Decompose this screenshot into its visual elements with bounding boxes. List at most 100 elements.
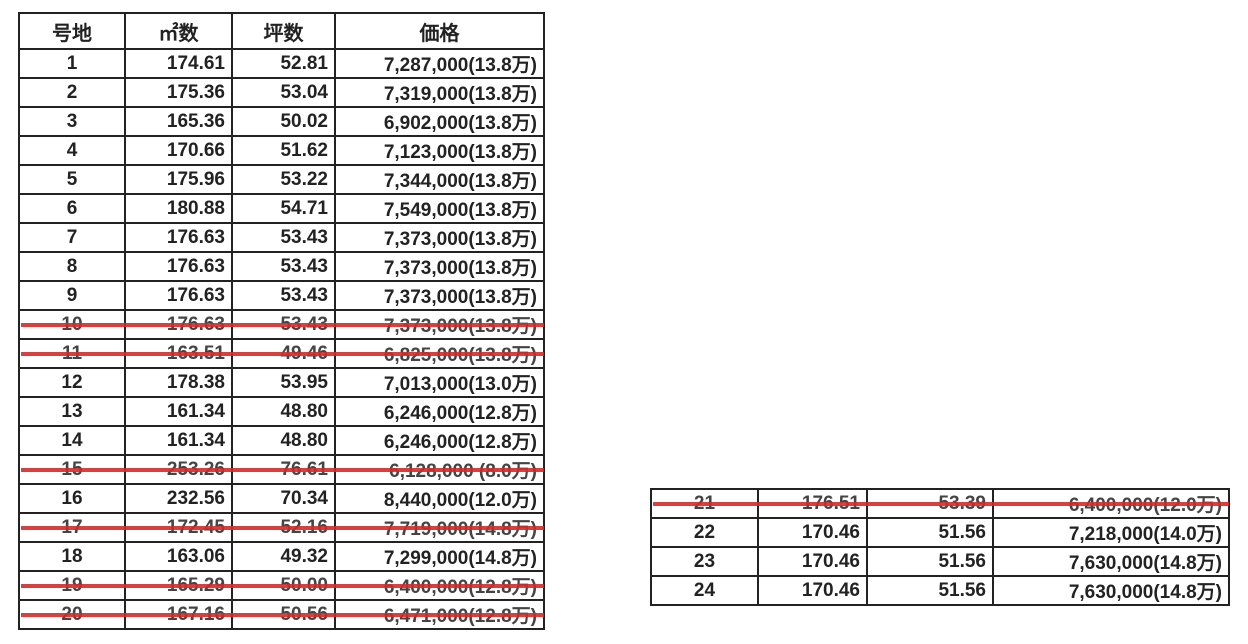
square-meters-cell: 165.36: [124, 106, 233, 137]
tsubo-cell: 53.43: [231, 222, 336, 253]
lot-number-cell: 4: [18, 135, 126, 166]
price-cell: 7,218,000(14.0万): [992, 517, 1230, 548]
tsubo-cell: 53.39: [866, 488, 994, 519]
table-row: 13 161.34 48.80 6,246,000(12.8万): [18, 396, 545, 427]
square-meters-cell: 176.63: [124, 251, 233, 282]
price-cell: 6,246,000(12.8万): [334, 396, 545, 427]
price-cell: 7,373,000(13.8万): [334, 280, 545, 311]
header-lot-number: 号地: [18, 12, 126, 50]
price-cell: 6,400,000(12.0万): [992, 488, 1230, 519]
tsubo-cell: 50.02: [231, 106, 336, 137]
lot-number-cell: 23: [650, 546, 759, 577]
square-meters-cell: 163.06: [124, 541, 233, 572]
square-meters-cell: 232.56: [124, 483, 233, 514]
tsubo-cell: 53.95: [231, 367, 336, 398]
tsubo-cell: 52.16: [231, 512, 336, 543]
price-cell: 7,344,000(13.8万): [334, 164, 545, 195]
table-row: 2 175.36 53.04 7,319,000(13.8万): [18, 77, 545, 108]
lot-number-cell: 21: [650, 488, 759, 519]
tsubo-cell: 76.61: [231, 454, 336, 485]
lot-number-cell: 13: [18, 396, 126, 427]
price-cell: 6,825,000(13.8万): [334, 338, 545, 369]
price-cell: 7,373,000(13.8万): [334, 222, 545, 253]
price-cell: 7,549,000(13.8万): [334, 193, 545, 224]
table-row: 17 172.45 52.16 7,719,000(14.8万): [18, 512, 545, 543]
lot-number-cell: 22: [650, 517, 759, 548]
tsubo-cell: 51.62: [231, 135, 336, 166]
square-meters-cell: 170.46: [757, 575, 868, 606]
price-cell: 7,299,000(14.8万): [334, 541, 545, 572]
lot-number-cell: 1: [18, 48, 126, 79]
price-cell: 7,373,000(13.8万): [334, 251, 545, 282]
table-row: 10 176.63 53.43 7,373,000(13.8万): [18, 309, 545, 340]
lot-number-cell: 18: [18, 541, 126, 572]
lot-number-cell: 8: [18, 251, 126, 282]
tsubo-cell: 49.46: [231, 338, 336, 369]
price-cell: 6,128,000 (8.0万): [334, 454, 545, 485]
square-meters-cell: 178.38: [124, 367, 233, 398]
table-row: 22 170.46 51.56 7,218,000(14.0万): [650, 517, 1230, 548]
price-cell: 7,013,000(13.0万): [334, 367, 545, 398]
lot-number-cell: 17: [18, 512, 126, 543]
tsubo-cell: 50.00: [231, 570, 336, 601]
price-cell: 8,440,000(12.0万): [334, 483, 545, 514]
lot-number-cell: 14: [18, 425, 126, 456]
tsubo-cell: 49.32: [231, 541, 336, 572]
tsubo-cell: 53.22: [231, 164, 336, 195]
table-row: 23 170.46 51.56 7,630,000(14.8万): [650, 546, 1230, 577]
table-row: 20 167.16 50.56 6,471,000(12.8万): [18, 599, 545, 630]
lot-number-cell: 6: [18, 193, 126, 224]
lot-number-cell: 9: [18, 280, 126, 311]
table-row: 1 174.61 52.81 7,287,000(13.8万): [18, 48, 545, 79]
price-cell: 6,400,000(12.8万): [334, 570, 545, 601]
lot-number-cell: 10: [18, 309, 126, 340]
square-meters-cell: 161.34: [124, 425, 233, 456]
price-cell: 7,123,000(13.8万): [334, 135, 545, 166]
lot-number-cell: 7: [18, 222, 126, 253]
table-row: 14 161.34 48.80 6,246,000(12.8万): [18, 425, 545, 456]
lot-price-table-right: 21 176.51 53.39 6,400,000(12.0万) 22 170.46 51.…: [650, 488, 1230, 606]
table-row: 21 176.51 53.39 6,400,000(12.0万): [650, 488, 1230, 519]
table-row: 18 163.06 49.32 7,299,000(14.8万): [18, 541, 545, 572]
lot-number-cell: 12: [18, 367, 126, 398]
square-meters-cell: 253.26: [124, 454, 233, 485]
table-row: 16 232.56 70.34 8,440,000(12.0万): [18, 483, 545, 514]
square-meters-cell: 172.45: [124, 512, 233, 543]
square-meters-cell: 176.63: [124, 309, 233, 340]
table-row: 4 170.66 51.62 7,123,000(13.8万): [18, 135, 545, 166]
table-row: 11 163.51 49.46 6,825,000(13.8万): [18, 338, 545, 369]
tsubo-cell: 53.43: [231, 280, 336, 311]
price-cell: 7,630,000(14.8万): [992, 546, 1230, 577]
price-cell: 6,471,000(12.8万): [334, 599, 545, 630]
lot-number-cell: 5: [18, 164, 126, 195]
tsubo-cell: 52.81: [231, 48, 336, 79]
square-meters-cell: 176.63: [124, 280, 233, 311]
lot-number-cell: 3: [18, 106, 126, 137]
square-meters-cell: 167.16: [124, 599, 233, 630]
square-meters-cell: 180.88: [124, 193, 233, 224]
square-meters-cell: 170.46: [757, 546, 868, 577]
tsubo-cell: 53.43: [231, 309, 336, 340]
lot-number-cell: 20: [18, 599, 126, 630]
table-row: 9 176.63 53.43 7,373,000(13.8万): [18, 280, 545, 311]
table-row: 5 175.96 53.22 7,344,000(13.8万): [18, 164, 545, 195]
square-meters-cell: 161.34: [124, 396, 233, 427]
tsubo-cell: 53.43: [231, 251, 336, 282]
lot-number-cell: 15: [18, 454, 126, 485]
lot-number-cell: 19: [18, 570, 126, 601]
header-square-meters: ㎡数: [124, 12, 233, 50]
square-meters-cell: 170.66: [124, 135, 233, 166]
table-row: 6 180.88 54.71 7,549,000(13.8万): [18, 193, 545, 224]
header-row: 号地 ㎡数 坪数 価格: [18, 12, 545, 50]
tsubo-cell: 51.56: [866, 517, 994, 548]
price-cell: 7,319,000(13.8万): [334, 77, 545, 108]
table-row: 3 165.36 50.02 6,902,000(13.8万): [18, 106, 545, 137]
table-row: 19 165.29 50.00 6,400,000(12.8万): [18, 570, 545, 601]
lot-number-cell: 2: [18, 77, 126, 108]
header-tsubo: 坪数: [231, 12, 336, 50]
tsubo-cell: 48.80: [231, 396, 336, 427]
lot-price-table-left: 号地 ㎡数 坪数 価格 1 174.61 52.81 7,287,000(13.8万)…: [18, 12, 545, 630]
price-cell: 7,287,000(13.8万): [334, 48, 545, 79]
price-cell: 6,902,000(13.8万): [334, 106, 545, 137]
tsubo-cell: 48.80: [231, 425, 336, 456]
